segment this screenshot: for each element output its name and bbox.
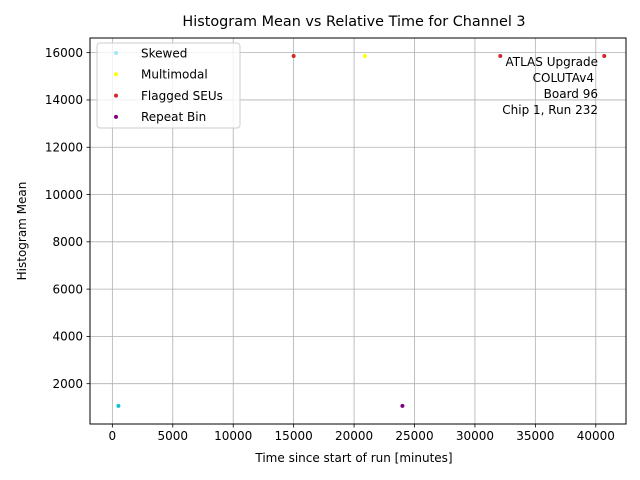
legend-marker (114, 51, 118, 55)
x-tick-label: 35000 (516, 429, 554, 443)
legend-marker (114, 72, 118, 77)
legend-label: Multimodal (141, 68, 208, 82)
annotation-line: Chip 1, Run 232 (502, 103, 598, 117)
x-tick-label: 15000 (275, 429, 313, 443)
x-tick-label: 5000 (158, 429, 189, 443)
legend-label: Flagged SEUs (141, 89, 223, 103)
data-point (602, 53, 607, 58)
x-tick-label: 0 (109, 429, 117, 443)
annotation-line: ATLAS Upgrade (505, 55, 598, 69)
data-point (498, 53, 503, 58)
y-tick-label: 6000 (52, 282, 83, 296)
plot-frame (89, 37, 627, 425)
legend: Skewed Multimodal Flagged SEUs Repeat Bin (96, 42, 241, 129)
x-tick-label: 30000 (456, 429, 494, 443)
y-tick-label: 4000 (52, 330, 83, 344)
data-point (400, 403, 405, 408)
chart-title: Histogram Mean vs Relative Time for Chan… (182, 14, 525, 30)
annotation-line: COLUTAv4 (533, 71, 594, 85)
x-tick-label: 20000 (335, 429, 373, 443)
data-point (116, 403, 121, 408)
legend-marker (114, 114, 118, 119)
data-point (362, 53, 367, 58)
y-tick-label: 2000 (52, 377, 83, 391)
legend-label: Repeat Bin (141, 110, 206, 124)
y-tick-label: 16000 (45, 46, 83, 60)
x-axis: 0 5000 10000 15000 20000 25000 30000 35000 40000 (109, 424, 615, 443)
legend-marker (114, 93, 118, 98)
y-axis: 2000 4000 6000 8000 10000 12000 14000 16000 (45, 46, 90, 391)
y-tick-label: 10000 (45, 188, 83, 202)
x-tick-label: 10000 (214, 429, 252, 443)
x-tick-label: 40000 (577, 429, 615, 443)
y-axis-label: Histogram Mean (15, 182, 29, 281)
y-tick-label: 14000 (45, 93, 83, 107)
annotation-line: Board 96 (544, 87, 598, 101)
x-tick-label: 25000 (395, 429, 433, 443)
data-point (291, 53, 296, 58)
legend-box (96, 42, 241, 129)
legend-label: Skewed (141, 46, 187, 60)
run-annotation: ATLAS Upgrade COLUTAv4 Board 96 Chip 1, … (502, 55, 598, 117)
data-points (116, 53, 607, 408)
y-tick-label: 8000 (52, 235, 83, 249)
y-tick-label: 12000 (45, 141, 83, 155)
x-axis-label: Time since start of run [minutes] (254, 451, 452, 465)
